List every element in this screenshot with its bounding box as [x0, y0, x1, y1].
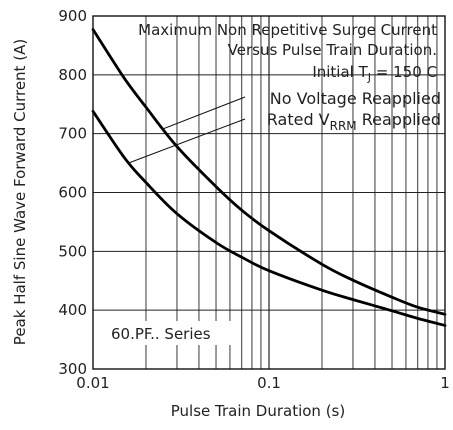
legend-rated-vrrm: Rated VRRM Reapplied — [267, 110, 441, 133]
plot-frame — [92, 15, 446, 370]
x-tick-label: 0.1 — [257, 374, 281, 392]
x-tick-label: 0.01 — [76, 374, 109, 392]
legend-rated-prefix: Rated V — [267, 110, 330, 129]
tick-labels: 300 400 500 600 700 800 900 0.01 0.1 1 — [58, 7, 449, 392]
x-axis-label: Pulse Train Duration (s) — [171, 402, 345, 420]
curves — [91, 28, 447, 327]
leader-rated-vrrm — [128, 118, 246, 164]
series-label-background — [102, 321, 240, 345]
annotation-line-3: Initial TJ = 150 C — [312, 63, 437, 84]
y-tick-label: 600 — [58, 184, 87, 202]
y-tick-label: 400 — [58, 301, 87, 319]
y-tick-label: 800 — [58, 66, 87, 84]
legend-rated-suffix: Reapplied — [357, 110, 441, 129]
legend-rated-subscript: RRM — [330, 119, 357, 133]
annotation-line-1: Maximum Non Repetitive Surge Current — [138, 21, 437, 39]
leader-no-voltage — [162, 96, 246, 130]
y-axis-label: Peak Half Sine Wave Forward Current (A) — [11, 39, 29, 345]
x-tick-label: 1 — [440, 374, 450, 392]
annotation-line-3-suffix: = 150 C — [371, 63, 437, 81]
y-tick-label: 500 — [58, 242, 87, 260]
legend-leader-lines — [128, 96, 246, 164]
series-label-box: 60.PF.. Series — [102, 321, 240, 345]
curve-no-voltage-reapplied — [91, 28, 447, 316]
y-tick-label: 300 — [58, 360, 87, 378]
annotation-line-3-prefix: Initial T — [312, 63, 368, 81]
y-tick-label: 900 — [58, 7, 87, 25]
curve-rated-vrrm-reapplied — [91, 109, 447, 327]
series-label: 60.PF.. Series — [111, 325, 211, 343]
annotation-line-3-subscript: J — [367, 71, 371, 84]
annotation-line-2: Versus Pulse Train Duration. — [228, 41, 437, 59]
legend-no-voltage: No Voltage Reapplied — [270, 89, 441, 108]
grid-lines — [93, 16, 445, 369]
y-tick-label: 700 — [58, 125, 87, 143]
